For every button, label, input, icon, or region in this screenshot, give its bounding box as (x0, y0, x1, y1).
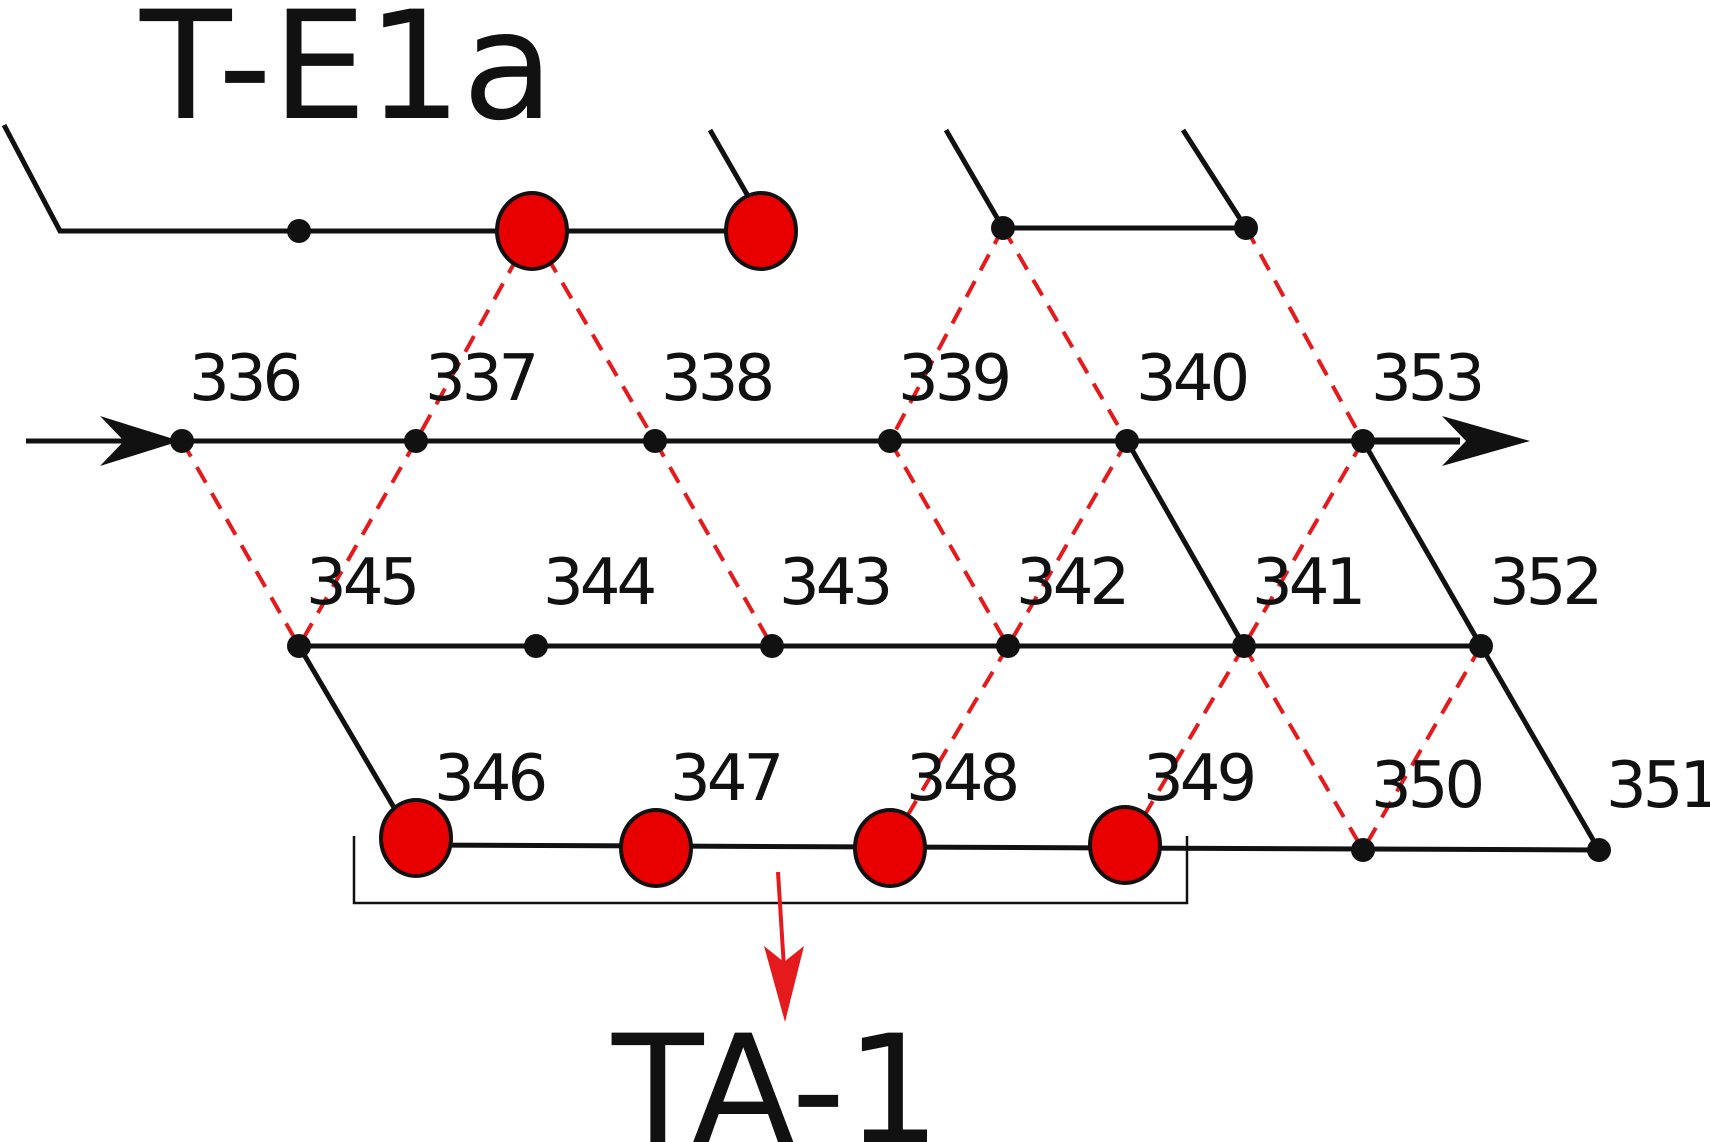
link-341-349 (1125, 644, 1246, 847)
node-top-right-1 (991, 216, 1015, 240)
node-338 (643, 429, 667, 453)
edge-352-351 (1478, 644, 1602, 852)
link-top-338 (530, 229, 657, 443)
node-top-1 (287, 219, 311, 243)
label-353: 353 (1371, 342, 1481, 416)
nodes (170, 216, 1611, 862)
selection-bracket (352, 836, 1189, 905)
link-top-353 (1244, 227, 1365, 442)
node-340 (1115, 429, 1139, 453)
title-bottom: TA-1 (611, 1004, 941, 1142)
edge-353-352 (1360, 439, 1484, 648)
solid-edges (1, 123, 1602, 905)
link-top-337 (414, 230, 534, 442)
label-345: 345 (306, 546, 416, 620)
label-341: 341 (1252, 546, 1362, 620)
label-348: 348 (906, 742, 1016, 816)
link-top-340 (1001, 226, 1129, 443)
node-350 (1351, 838, 1375, 862)
highlight-node-349 (1088, 805, 1162, 885)
top-right-branch-a (943, 128, 1006, 230)
row-3-strand (415, 842, 1600, 853)
node-336 (170, 429, 194, 453)
highlight-node-346 (379, 798, 453, 878)
label-342: 342 (1016, 546, 1126, 620)
link-top-339 (888, 227, 1005, 442)
link-336-345 (180, 440, 301, 647)
link-342-348 (888, 644, 1010, 847)
label-340: 340 (1136, 342, 1246, 416)
label-347: 347 (670, 742, 780, 816)
highlight-node-348 (853, 808, 927, 888)
label-336: 336 (189, 342, 299, 416)
node-353 (1351, 429, 1375, 453)
label-346: 346 (434, 742, 544, 816)
label-352: 352 (1489, 546, 1599, 620)
highlight-node-top-a (495, 191, 569, 271)
edge-340-341 (1124, 439, 1247, 648)
top-left-strand (1, 123, 532, 234)
link-337-345 (297, 440, 418, 647)
node-351 (1587, 838, 1611, 862)
node-341 (1232, 634, 1256, 658)
link-340-342 (1006, 439, 1129, 648)
node-337 (404, 429, 428, 453)
node-343 (760, 634, 784, 658)
node-top-right-2 (1234, 216, 1258, 240)
top-right-branch-b (1180, 128, 1249, 230)
dashed-links (180, 226, 1483, 852)
node-344 (524, 634, 548, 658)
arrow-right-icon (1442, 416, 1530, 466)
link-352-350 (1361, 644, 1483, 852)
link-338-343 (653, 440, 774, 647)
node-339 (878, 429, 902, 453)
highlighted-nodes (379, 191, 1162, 888)
highlight-node-top-b (724, 191, 798, 271)
node-345 (287, 634, 311, 658)
highlight-node-347 (619, 808, 693, 888)
label-344: 344 (543, 546, 654, 620)
link-341-350 (1242, 644, 1365, 852)
arrow-right-icon (100, 416, 180, 466)
link-339-342 (888, 440, 1010, 647)
node-label-group: 336 337 338 339 340 353 345 344 343 342 … (189, 342, 1710, 823)
label-349: 349 (1143, 742, 1253, 816)
label-339: 339 (898, 342, 1008, 416)
node-352 (1469, 634, 1493, 658)
title-top: T-E1a (139, 0, 554, 154)
label-350: 350 (1371, 749, 1481, 823)
label-343: 343 (779, 546, 889, 620)
label-338: 338 (661, 342, 771, 416)
link-353-341 (1242, 439, 1365, 648)
label-337: 337 (425, 342, 535, 416)
node-342 (996, 634, 1020, 658)
label-351: 351 (1606, 749, 1710, 823)
arrow-down-icon (764, 871, 804, 1022)
